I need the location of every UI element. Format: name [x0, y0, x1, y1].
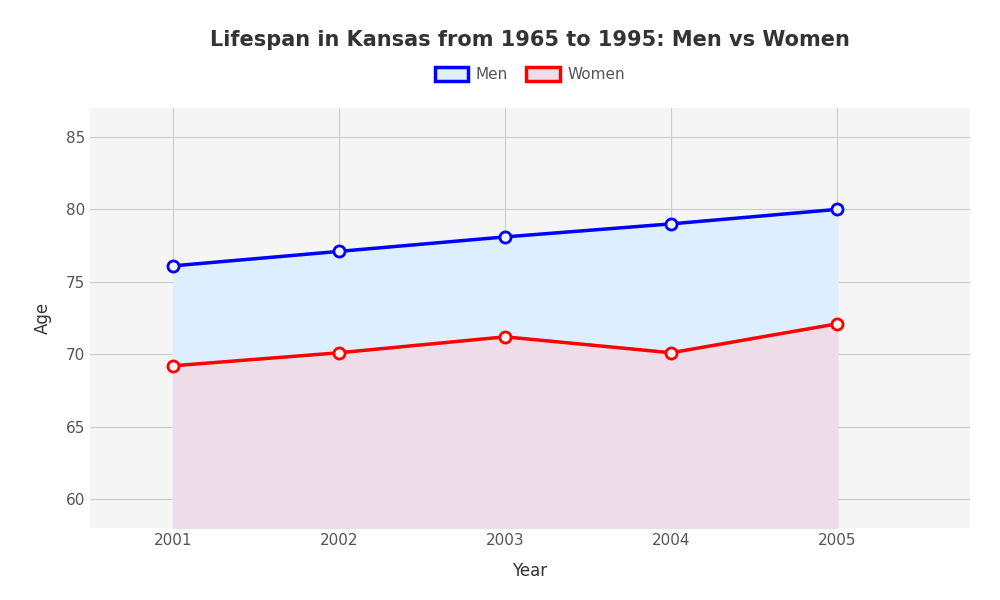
Title: Lifespan in Kansas from 1965 to 1995: Men vs Women: Lifespan in Kansas from 1965 to 1995: Me… [210, 29, 850, 49]
X-axis label: Year: Year [512, 562, 548, 580]
Y-axis label: Age: Age [34, 302, 52, 334]
Legend: Men, Women: Men, Women [429, 61, 631, 88]
